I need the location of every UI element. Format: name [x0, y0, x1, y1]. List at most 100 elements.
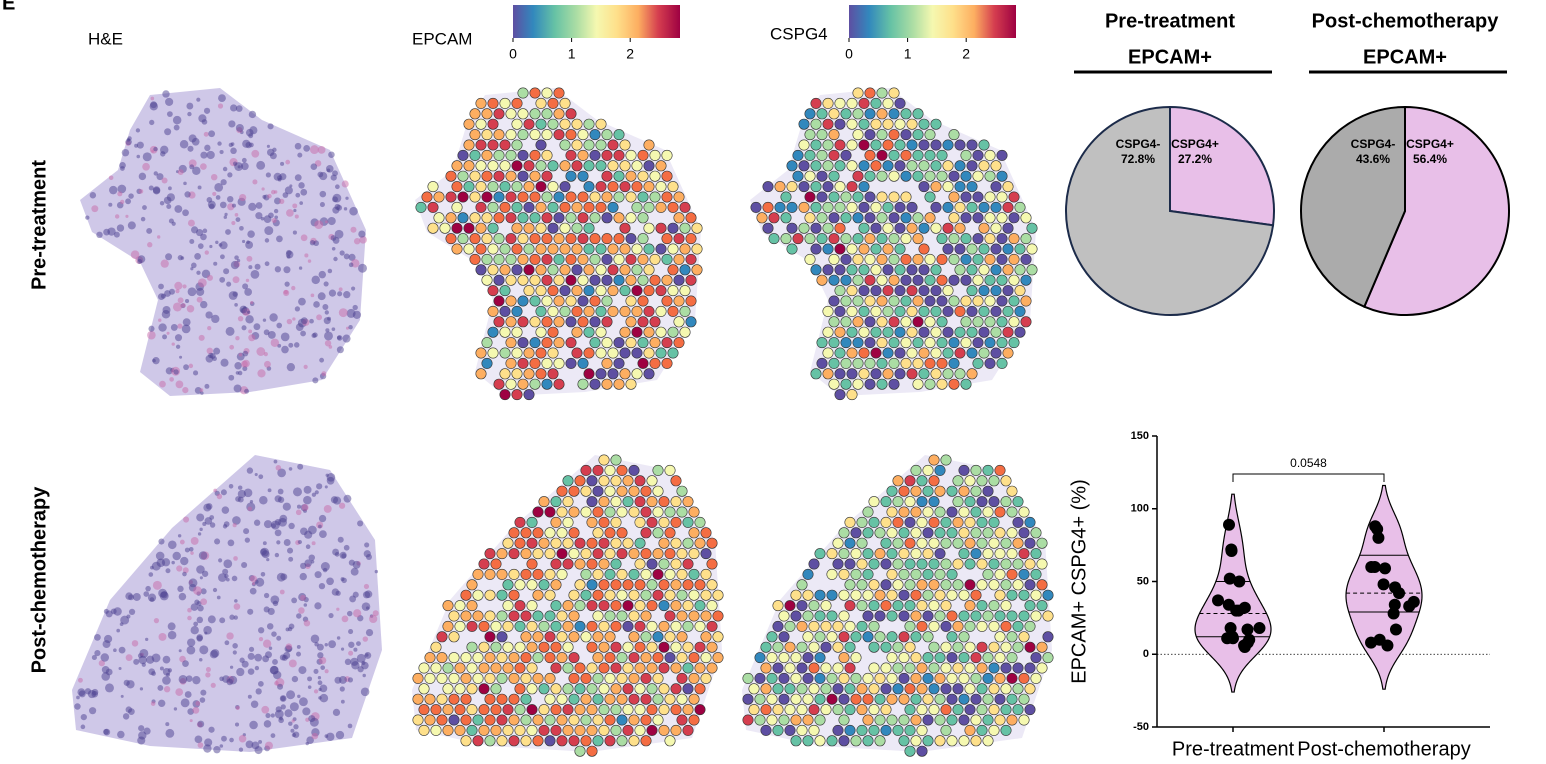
spot: [610, 537, 622, 549]
spot: [942, 368, 954, 380]
stain-speck: [277, 468, 286, 478]
spot: [586, 579, 598, 591]
stain-speck: [245, 740, 254, 749]
spot: [598, 516, 610, 528]
spot: [472, 652, 484, 664]
spot: [904, 620, 916, 632]
spot: [904, 516, 916, 528]
spot: [535, 326, 547, 338]
spot: [982, 527, 994, 539]
spot: [442, 620, 454, 632]
stain-speck: [152, 186, 161, 194]
stain-speck: [213, 261, 218, 266]
spot: [946, 672, 958, 684]
spot: [870, 285, 882, 297]
spot: [616, 548, 628, 560]
spot: [1006, 506, 1018, 518]
spot: [844, 537, 856, 549]
spot: [1000, 558, 1012, 570]
spot: [960, 316, 972, 328]
stain-speck: [228, 374, 235, 381]
spot: [948, 129, 960, 141]
spot: [556, 631, 568, 643]
stain-speck: [324, 310, 329, 315]
spot: [948, 253, 960, 265]
spot: [457, 191, 469, 203]
spot: [565, 170, 577, 182]
spot: [418, 704, 430, 716]
stain-speck: [292, 731, 300, 738]
stain-speck: [203, 744, 212, 753]
spot: [886, 652, 898, 664]
spot: [808, 620, 820, 632]
stain-speck: [261, 187, 265, 191]
spot: [517, 357, 529, 369]
spot: [673, 233, 685, 245]
spot: [918, 305, 930, 317]
stain-speck: [236, 667, 245, 677]
spot: [514, 641, 526, 653]
spot: [460, 652, 472, 664]
spot: [577, 274, 589, 286]
spot: [870, 201, 882, 213]
spot: [505, 108, 517, 120]
spot: [556, 735, 568, 747]
spot: [772, 641, 784, 653]
spot: [565, 295, 577, 307]
spot: [1042, 652, 1054, 664]
stain-speck: [195, 701, 201, 706]
spot: [904, 745, 916, 757]
stain-speck: [203, 107, 211, 114]
stain-speck: [162, 90, 170, 98]
stain-speck: [138, 655, 147, 665]
spot: [475, 201, 487, 213]
spot: [634, 620, 646, 632]
stain-speck: [232, 516, 241, 525]
spot: [658, 496, 670, 508]
spot: [976, 641, 988, 653]
spot: [604, 589, 616, 601]
spot: [628, 714, 640, 726]
spot: [676, 485, 688, 497]
spot: [493, 274, 505, 286]
spot: [940, 683, 952, 695]
data-point: [1387, 607, 1400, 620]
spot: [637, 233, 649, 245]
stain-speck: [353, 238, 361, 245]
spot: [688, 693, 700, 705]
spot: [888, 108, 900, 120]
spot: [996, 253, 1008, 265]
spot: [882, 97, 894, 109]
spot: [661, 149, 673, 161]
spot: [874, 693, 886, 705]
spot: [840, 295, 852, 307]
data-point: [1233, 575, 1246, 588]
stain-speck: [339, 250, 345, 256]
spot: [748, 704, 760, 716]
stain-speck: [187, 145, 194, 152]
spot: [930, 326, 942, 338]
spot: [910, 610, 922, 622]
stain-speck: [274, 529, 282, 537]
spot: [958, 672, 970, 684]
stain-speck: [191, 137, 200, 146]
spot: [496, 631, 508, 643]
spot: [838, 568, 850, 580]
stain-speck: [188, 578, 198, 588]
stain-speck: [239, 225, 244, 231]
spot: [922, 485, 934, 497]
spot: [832, 620, 844, 632]
spot: [448, 652, 460, 664]
stain-speck: [311, 541, 316, 546]
spot: [786, 201, 798, 213]
spot: [469, 108, 481, 120]
spot: [988, 641, 1000, 653]
spot: [948, 337, 960, 349]
stain-speck: [140, 216, 146, 222]
spot: [1018, 693, 1030, 705]
stain-speck: [328, 151, 335, 158]
stain-speck: [304, 253, 309, 258]
spot: [529, 87, 541, 99]
spot: [547, 305, 559, 317]
spot: [478, 683, 490, 695]
